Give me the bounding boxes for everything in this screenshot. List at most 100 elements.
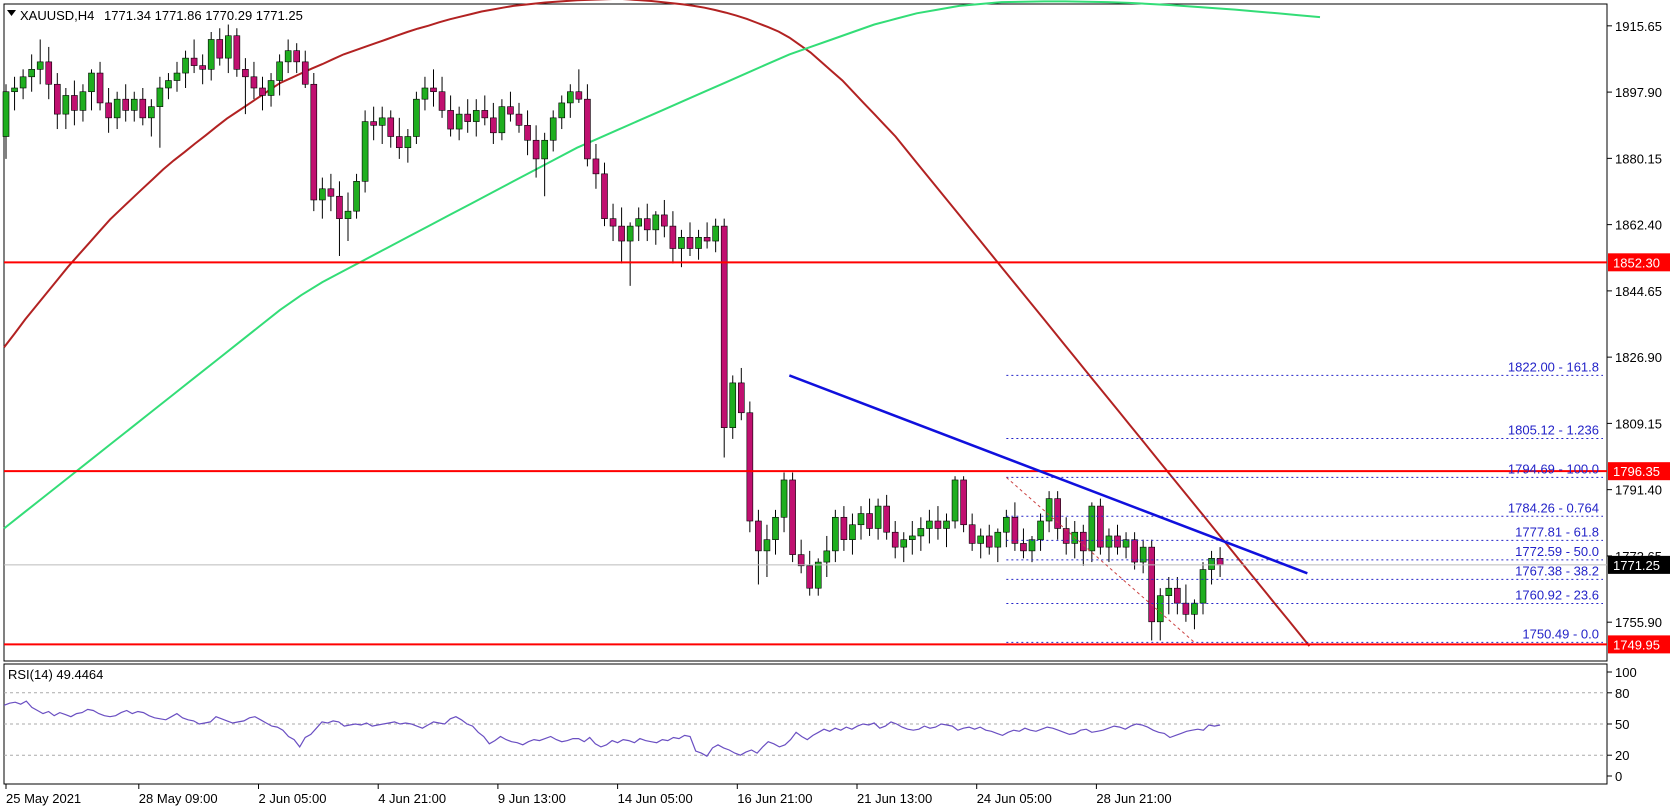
- bull-candle-body: [943, 520, 950, 529]
- candle: [28, 54, 35, 92]
- candle: [88, 69, 95, 111]
- candle: [797, 539, 805, 574]
- price-tick-label: 1880.15: [1615, 151, 1662, 166]
- bull-candle-body: [1003, 516, 1010, 533]
- bull-candle-body: [413, 98, 420, 137]
- candle: [327, 173, 335, 212]
- bear-candle-body: [618, 225, 625, 242]
- bear-candle-body: [481, 110, 489, 119]
- bull-candle-body: [1156, 595, 1164, 623]
- candle: [917, 517, 925, 551]
- candle: [242, 58, 249, 115]
- bull-candle-body: [729, 382, 737, 428]
- bull-candle-body: [678, 237, 685, 249]
- bear-candle-body: [737, 382, 745, 414]
- candle: [755, 509, 762, 585]
- candle: [566, 84, 574, 118]
- candle: [866, 498, 873, 536]
- price-tick-label: 1809.15: [1615, 416, 1662, 431]
- bull-candle-body: [626, 225, 634, 242]
- candle: [378, 106, 386, 144]
- candle: [250, 61, 258, 100]
- price-tick-label: 1791.40: [1615, 483, 1662, 498]
- bear-candle-body: [1114, 535, 1121, 548]
- fib-level-label: 1805.12 - 1.236: [1508, 422, 1599, 437]
- candle: [575, 69, 583, 103]
- bear-candle-body: [327, 188, 335, 197]
- candle: [267, 73, 275, 107]
- bear-candle-body: [592, 158, 600, 175]
- main-price-panel[interactable]: 1822.00 - 161.8 1805.12 - 1.236 1794.69 - …: [2, 0, 1608, 662]
- bull-candle-body: [874, 505, 882, 529]
- candle: [609, 203, 617, 242]
- candle: [190, 39, 198, 74]
- price-tick-label: 1826.90: [1615, 350, 1662, 365]
- rsi-label: RSI(14) 49.4464: [8, 667, 103, 682]
- bear-candle-body: [105, 102, 112, 119]
- candle: [763, 524, 771, 578]
- bear-candle-body: [960, 479, 967, 526]
- candle: [11, 76, 18, 111]
- candle: [874, 498, 882, 540]
- bear-candle-body: [806, 565, 814, 589]
- bear-candle-body: [1011, 516, 1019, 544]
- bull-candle-body: [28, 69, 35, 78]
- symbol-dropdown-icon[interactable]: [7, 10, 16, 16]
- bear-candle-body: [720, 225, 728, 428]
- candle: [1139, 539, 1147, 574]
- bull-candle-body: [344, 210, 352, 219]
- level-price-label: 1796.35: [1613, 464, 1660, 479]
- rsi-tick-label: 100: [1615, 665, 1637, 680]
- price-axis: 1915.65 1897.90 1880.15 1862.40 1844.65 1826.…: [1607, 19, 1670, 654]
- candle: [207, 31, 215, 81]
- bear-candle-body: [661, 214, 668, 227]
- bull-candle-body: [267, 80, 275, 96]
- bull-candle-body: [2, 91, 10, 137]
- candle: [413, 91, 420, 144]
- bear-candle-body: [45, 61, 53, 85]
- ma-fast-line: [3, 0, 1311, 647]
- candle: [695, 229, 702, 260]
- bull-candle-body: [62, 95, 70, 115]
- bull-candle-body: [276, 61, 283, 81]
- bull-candle-body: [1139, 546, 1147, 563]
- candle: [678, 229, 685, 268]
- bear-candle-body: [395, 136, 403, 149]
- candle: [985, 524, 993, 555]
- candle: [806, 550, 814, 596]
- bear-candle-body: [755, 520, 762, 552]
- candle: [113, 91, 121, 130]
- candle: [122, 84, 129, 122]
- candle: [1088, 502, 1096, 563]
- level-price-label: 1749.95: [1613, 637, 1660, 652]
- bull-candle-body: [763, 539, 771, 552]
- bear-candle-body: [797, 554, 805, 567]
- candle: [310, 73, 318, 212]
- candle: [421, 76, 429, 111]
- candle: [618, 207, 625, 264]
- bear-candle-body: [438, 91, 446, 111]
- candle: [233, 28, 241, 77]
- bear-candle-body: [71, 95, 78, 111]
- bear-candle-body: [1182, 602, 1190, 615]
- bull-candle-body: [566, 91, 574, 104]
- bear-candle-body: [968, 524, 976, 544]
- candle: [1062, 517, 1070, 555]
- time-axis: 25 May 2021 28 May 09:00 2 Jun 05:00 4 Jun …: [5, 784, 1172, 806]
- resistance-trendline[interactable]: [788, 374, 1308, 575]
- candle: [857, 506, 865, 540]
- bull-candle-body: [79, 91, 87, 111]
- bear-candle-body: [866, 513, 873, 529]
- candle: [601, 162, 608, 227]
- candle: [908, 521, 916, 555]
- bear-candle-body: [293, 50, 301, 63]
- bear-candle-body: [883, 505, 890, 533]
- price-tick-label: 1915.65: [1615, 19, 1662, 34]
- candle: [1045, 491, 1053, 533]
- candle: [1114, 524, 1121, 555]
- candle: [849, 513, 856, 555]
- bull-candle-body: [361, 121, 369, 182]
- trendline: [788, 374, 1308, 575]
- candlesticks: [2, 24, 1224, 641]
